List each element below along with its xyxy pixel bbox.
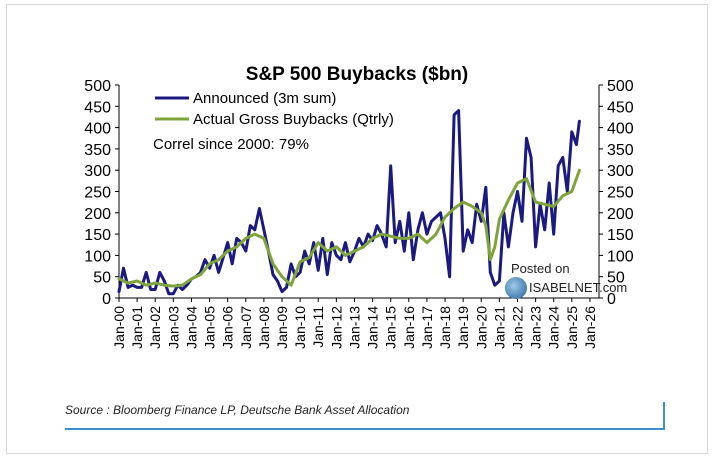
source-rule-vertical bbox=[663, 402, 665, 430]
y-tick-label-right: 50 bbox=[607, 270, 625, 287]
legend-label-announced: Announced (3m sum) bbox=[193, 90, 336, 107]
y-tick-label-left: 250 bbox=[84, 185, 111, 202]
x-tick-label: Jan-06 bbox=[220, 306, 236, 349]
y-tick-label-left: 300 bbox=[84, 163, 111, 180]
y-tick-label-right: 350 bbox=[607, 142, 634, 159]
x-tick-label: Jan-12 bbox=[328, 306, 344, 349]
source-rule-horizontal bbox=[65, 428, 665, 430]
x-tick-label: Jan-26 bbox=[582, 306, 598, 349]
x-tick-label: Jan-05 bbox=[202, 306, 218, 349]
y-tick-label-right: 250 bbox=[607, 185, 634, 202]
series-line-actual bbox=[117, 168, 581, 288]
x-tick-label: Jan-09 bbox=[274, 306, 290, 349]
y-tick-label-right: 200 bbox=[607, 206, 634, 223]
chart-title: S&P 500 Buybacks ($bn) bbox=[246, 64, 468, 85]
x-tick-label: Jan-22 bbox=[509, 306, 525, 349]
y-tick-label-left: 500 bbox=[84, 78, 111, 95]
y-tick-label-left: 450 bbox=[84, 99, 111, 116]
y-tick-label-right: 300 bbox=[607, 163, 634, 180]
legend-label-actual: Actual Gross Buybacks (Qtrly) bbox=[193, 111, 394, 128]
y-tick-label-left: 150 bbox=[84, 227, 111, 244]
y-tick-label-left: 400 bbox=[84, 121, 111, 138]
y-tick-label-right: 100 bbox=[607, 248, 634, 265]
x-tick-label: Jan-23 bbox=[528, 306, 544, 349]
y-tick-label-left: 50 bbox=[93, 270, 111, 287]
x-tick-label: Jan-00 bbox=[111, 306, 127, 349]
y-tick-label-right: 400 bbox=[607, 121, 634, 138]
y-tick-label-left: 200 bbox=[84, 206, 111, 223]
watermark-posted-on: Posted on bbox=[511, 261, 570, 276]
watermark-site: ISABELNET.com bbox=[529, 280, 628, 295]
x-tick-label: Jan-16 bbox=[401, 306, 417, 349]
y-tick-label-right: 500 bbox=[607, 78, 634, 95]
chart-frame: S&P 500 Buybacks ($bn) 0 0 50 50 100 100 150 150… bbox=[6, 4, 708, 454]
watermark: Posted on ISABELNET.com bbox=[505, 261, 645, 301]
x-tick-label: Jan-02 bbox=[147, 306, 163, 349]
x-tick-label: Jan-01 bbox=[129, 306, 145, 349]
x-tick-label: Jan-03 bbox=[165, 306, 181, 349]
y-tick-label-right: 0 bbox=[607, 291, 616, 308]
y-tick-label-left: 350 bbox=[84, 142, 111, 159]
x-tick-label: Jan-18 bbox=[437, 306, 453, 349]
x-tick-label: Jan-21 bbox=[491, 306, 507, 349]
source-note: Source : Bloomberg Finance LP, Deutsche … bbox=[65, 403, 410, 417]
x-tick-label: Jan-19 bbox=[455, 306, 471, 349]
x-tick-label: Jan-08 bbox=[256, 306, 272, 349]
buybacks-chart: S&P 500 Buybacks ($bn) 0 0 50 50 100 100 150 150… bbox=[84, 64, 634, 349]
x-tick-label: Jan-14 bbox=[365, 306, 381, 349]
y-tick-label-right: 450 bbox=[607, 99, 634, 116]
x-tick-label: Jan-15 bbox=[383, 306, 399, 349]
x-tick-label: Jan-11 bbox=[310, 306, 326, 348]
x-tick-label: Jan-10 bbox=[292, 306, 308, 349]
x-tick-label: Jan-13 bbox=[346, 306, 362, 349]
isabelnet-logo-icon bbox=[505, 277, 527, 299]
x-tick-label: Jan-25 bbox=[564, 306, 580, 349]
x-tick-label: Jan-17 bbox=[419, 306, 435, 349]
x-tick-label: Jan-07 bbox=[238, 306, 254, 349]
y-tick-label-left: 100 bbox=[84, 248, 111, 265]
y-tick-label-right: 150 bbox=[607, 227, 634, 244]
x-tick-label: Jan-04 bbox=[183, 306, 199, 349]
x-tick-label: Jan-20 bbox=[473, 306, 489, 349]
correlation-annotation: Correl since 2000: 79% bbox=[153, 136, 309, 153]
x-tick-label: Jan-24 bbox=[546, 306, 562, 349]
y-tick-label-left: 0 bbox=[102, 291, 111, 308]
